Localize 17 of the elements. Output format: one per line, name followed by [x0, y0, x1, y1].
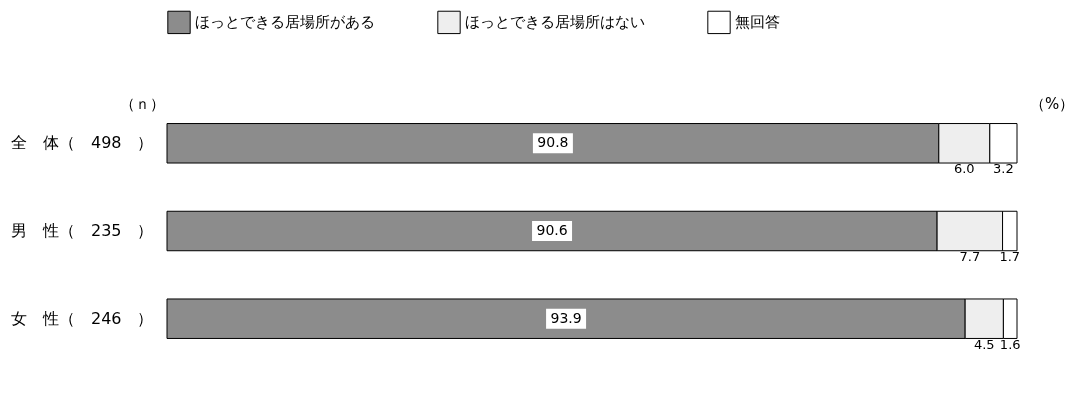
data-label: 7.7 — [959, 249, 981, 264]
data-label: 90.6 — [536, 222, 568, 238]
y-tick-label: 全 体（ 498 ） — [10, 133, 154, 153]
text: （ｎ） — [120, 95, 165, 114]
data-label: 90.8 — [537, 134, 569, 151]
legend-label: ほっとできる居場所はない — [465, 13, 645, 32]
legend-label: ほっとできる居場所がある — [195, 13, 375, 32]
y-tick-label: 女 性（ 246 ） — [10, 308, 154, 328]
y-tick-label: 男 性（ 235 ） — [10, 221, 154, 240]
data-label: 93.9 — [550, 309, 582, 326]
data-label: 1.6 — [999, 336, 1021, 352]
data-label: 4.5 — [973, 336, 995, 352]
data-label: 3.2 — [993, 161, 1014, 177]
text: （%） — [1030, 95, 1075, 114]
data-label: 6.0 — [953, 161, 975, 177]
legend-label: 無回答 — [735, 13, 780, 32]
data-label: 1.7 — [999, 249, 1021, 264]
